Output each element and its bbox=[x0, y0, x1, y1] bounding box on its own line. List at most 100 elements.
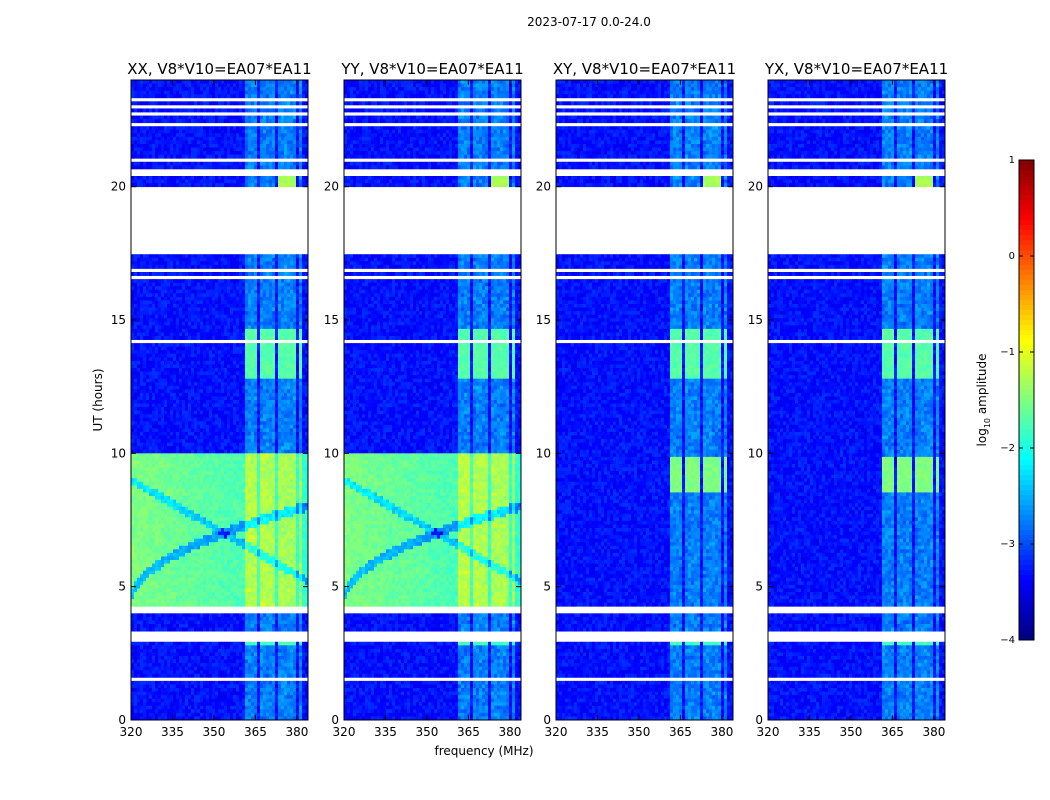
colorbar-segment bbox=[1019, 325, 1034, 331]
colorbar-segment bbox=[1019, 310, 1034, 316]
colorbar-tick-label: 0 bbox=[1009, 251, 1015, 262]
y-tick-label: 10 bbox=[748, 446, 763, 460]
colorbar-segment bbox=[1019, 555, 1034, 561]
colorbar-segment bbox=[1019, 450, 1034, 456]
colorbar-segment bbox=[1019, 205, 1034, 211]
panel-frame bbox=[130, 79, 309, 721]
colorbar-segment bbox=[1019, 280, 1034, 286]
colorbar-segment bbox=[1019, 570, 1034, 576]
colorbar-segment bbox=[1019, 605, 1034, 611]
x-tick-label: 350 bbox=[416, 725, 439, 739]
colorbar-segment bbox=[1019, 430, 1034, 436]
colorbar-segment bbox=[1019, 500, 1034, 506]
y-tick-label: 0 bbox=[331, 713, 339, 727]
x-tick-label: 335 bbox=[374, 725, 397, 739]
colorbar-segment bbox=[1019, 320, 1034, 326]
colorbar-segment bbox=[1019, 615, 1034, 621]
colorbar-segment bbox=[1019, 375, 1034, 381]
colorbar-segment bbox=[1019, 180, 1034, 186]
colorbar-segment bbox=[1019, 505, 1034, 511]
colorbar-segment bbox=[1019, 580, 1034, 586]
colorbar-segment bbox=[1019, 635, 1034, 641]
y-tick-label: 0 bbox=[543, 713, 551, 727]
colorbar-segment bbox=[1019, 595, 1034, 601]
colorbar-segment bbox=[1019, 475, 1034, 481]
colorbar-segment bbox=[1019, 345, 1034, 351]
colorbar-segment bbox=[1019, 255, 1034, 261]
colorbar-tick-label: −2 bbox=[1000, 443, 1015, 454]
colorbar-segment bbox=[1019, 285, 1034, 291]
x-tick-label: 380 bbox=[498, 725, 521, 739]
colorbar-segment bbox=[1019, 550, 1034, 556]
colorbar-segment bbox=[1019, 295, 1034, 301]
colorbar-segment bbox=[1019, 380, 1034, 386]
colorbar-segment bbox=[1019, 440, 1034, 446]
x-tick-label: 320 bbox=[333, 725, 356, 739]
x-tick-label: 380 bbox=[922, 725, 945, 739]
colorbar-segment bbox=[1019, 360, 1034, 366]
x-tick-label: 320 bbox=[757, 725, 780, 739]
colorbar-segment bbox=[1019, 370, 1034, 376]
panel-title: XX, V8*V10=EA07*EA11 bbox=[127, 60, 311, 78]
y-tick-label: 5 bbox=[331, 580, 339, 594]
colorbar-segment bbox=[1019, 240, 1034, 246]
x-tick-label: 365 bbox=[457, 725, 480, 739]
y-tick-label: 0 bbox=[755, 713, 763, 727]
colorbar-segment bbox=[1019, 525, 1034, 531]
colorbar-segment bbox=[1019, 515, 1034, 521]
colorbar-segment bbox=[1019, 185, 1034, 191]
colorbar-segment bbox=[1019, 270, 1034, 276]
colorbar-segment bbox=[1019, 415, 1034, 421]
colorbar-segment bbox=[1019, 585, 1034, 591]
y-tick-label: 15 bbox=[748, 313, 763, 327]
colorbar-segment bbox=[1019, 175, 1034, 181]
panel-yy: YY, V8*V10=EA07*EA11 320 335 350 365 380 0 5 10 1… bbox=[324, 60, 524, 739]
panel-frame bbox=[767, 79, 946, 721]
y-tick-label: 15 bbox=[111, 313, 126, 327]
colorbar-segment bbox=[1019, 260, 1034, 266]
colorbar-segment bbox=[1019, 620, 1034, 626]
colorbar-segment bbox=[1019, 190, 1034, 196]
y-tick-label: 15 bbox=[536, 313, 551, 327]
panel-title: XY, V8*V10=EA07*EA11 bbox=[553, 60, 736, 78]
y-tick-label: 10 bbox=[324, 446, 339, 460]
colorbar-tick-label: −3 bbox=[1000, 539, 1015, 550]
colorbar-segment bbox=[1019, 335, 1034, 341]
colorbar-segment bbox=[1019, 420, 1034, 426]
heatmap-image bbox=[131, 80, 308, 720]
colorbar-segment bbox=[1019, 365, 1034, 371]
colorbar-segment bbox=[1019, 520, 1034, 526]
x-tick-label: 335 bbox=[586, 725, 609, 739]
heatmap-image bbox=[768, 80, 945, 720]
x-tick-label: 320 bbox=[120, 725, 143, 739]
colorbar-segment bbox=[1019, 405, 1034, 411]
colorbar-segment bbox=[1019, 510, 1034, 516]
x-tick-label: 335 bbox=[161, 725, 184, 739]
colorbar-label-log: log bbox=[975, 428, 989, 446]
x-tick-label: 380 bbox=[710, 725, 733, 739]
x-tick-label: 335 bbox=[798, 725, 821, 739]
x-tick-label: 365 bbox=[881, 725, 904, 739]
colorbar-segment bbox=[1019, 590, 1034, 596]
colorbar-segment bbox=[1019, 385, 1034, 391]
heatmap-panels: XX, V8*V10=EA07*EA11 320 335 350 365 380 0 5 10 1… bbox=[111, 60, 948, 739]
colorbar-segment bbox=[1019, 225, 1034, 231]
colorbar-segment bbox=[1019, 495, 1034, 501]
colorbar-segment bbox=[1019, 220, 1034, 226]
y-tick-label: 20 bbox=[324, 180, 339, 194]
y-tick-label: 10 bbox=[536, 446, 551, 460]
x-tick-label: 380 bbox=[285, 725, 308, 739]
colorbar-segment bbox=[1019, 315, 1034, 321]
colorbar-segment bbox=[1019, 470, 1034, 476]
colorbar-segment bbox=[1019, 575, 1034, 581]
x-tick-label: 320 bbox=[545, 725, 568, 739]
x-tick-label: 350 bbox=[203, 725, 226, 739]
colorbar-segment bbox=[1019, 465, 1034, 471]
colorbar-label-amplitude: amplitude bbox=[975, 354, 989, 418]
colorbar-segment bbox=[1019, 330, 1034, 336]
colorbar-segment bbox=[1019, 435, 1034, 441]
colorbar-segment bbox=[1019, 230, 1034, 236]
panel-xx: XX, V8*V10=EA07*EA11 320 335 350 365 380 0 5 10 1… bbox=[111, 60, 312, 739]
colorbar-segment bbox=[1019, 170, 1034, 176]
